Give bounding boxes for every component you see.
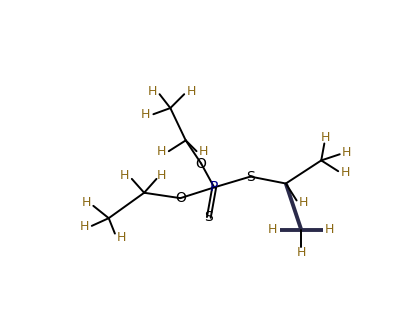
Text: H: H — [156, 169, 166, 182]
Text: H: H — [79, 220, 89, 233]
Text: H: H — [141, 108, 150, 121]
Text: H: H — [299, 195, 308, 209]
Text: H: H — [268, 223, 278, 236]
Text: H: H — [116, 231, 126, 244]
Text: H: H — [186, 85, 196, 98]
Text: H: H — [157, 145, 166, 159]
Text: S: S — [204, 210, 213, 224]
Text: H: H — [120, 169, 130, 182]
Text: P: P — [210, 180, 219, 194]
Text: H: H — [82, 196, 91, 209]
Text: S: S — [246, 170, 255, 183]
Text: H: H — [199, 145, 208, 159]
Text: H: H — [340, 166, 350, 179]
Text: H: H — [342, 146, 352, 159]
Text: O: O — [175, 191, 186, 205]
Text: O: O — [196, 157, 206, 171]
Text: H: H — [296, 246, 306, 259]
Text: H: H — [325, 223, 334, 236]
Text: H: H — [321, 131, 331, 144]
Text: H: H — [148, 85, 157, 98]
